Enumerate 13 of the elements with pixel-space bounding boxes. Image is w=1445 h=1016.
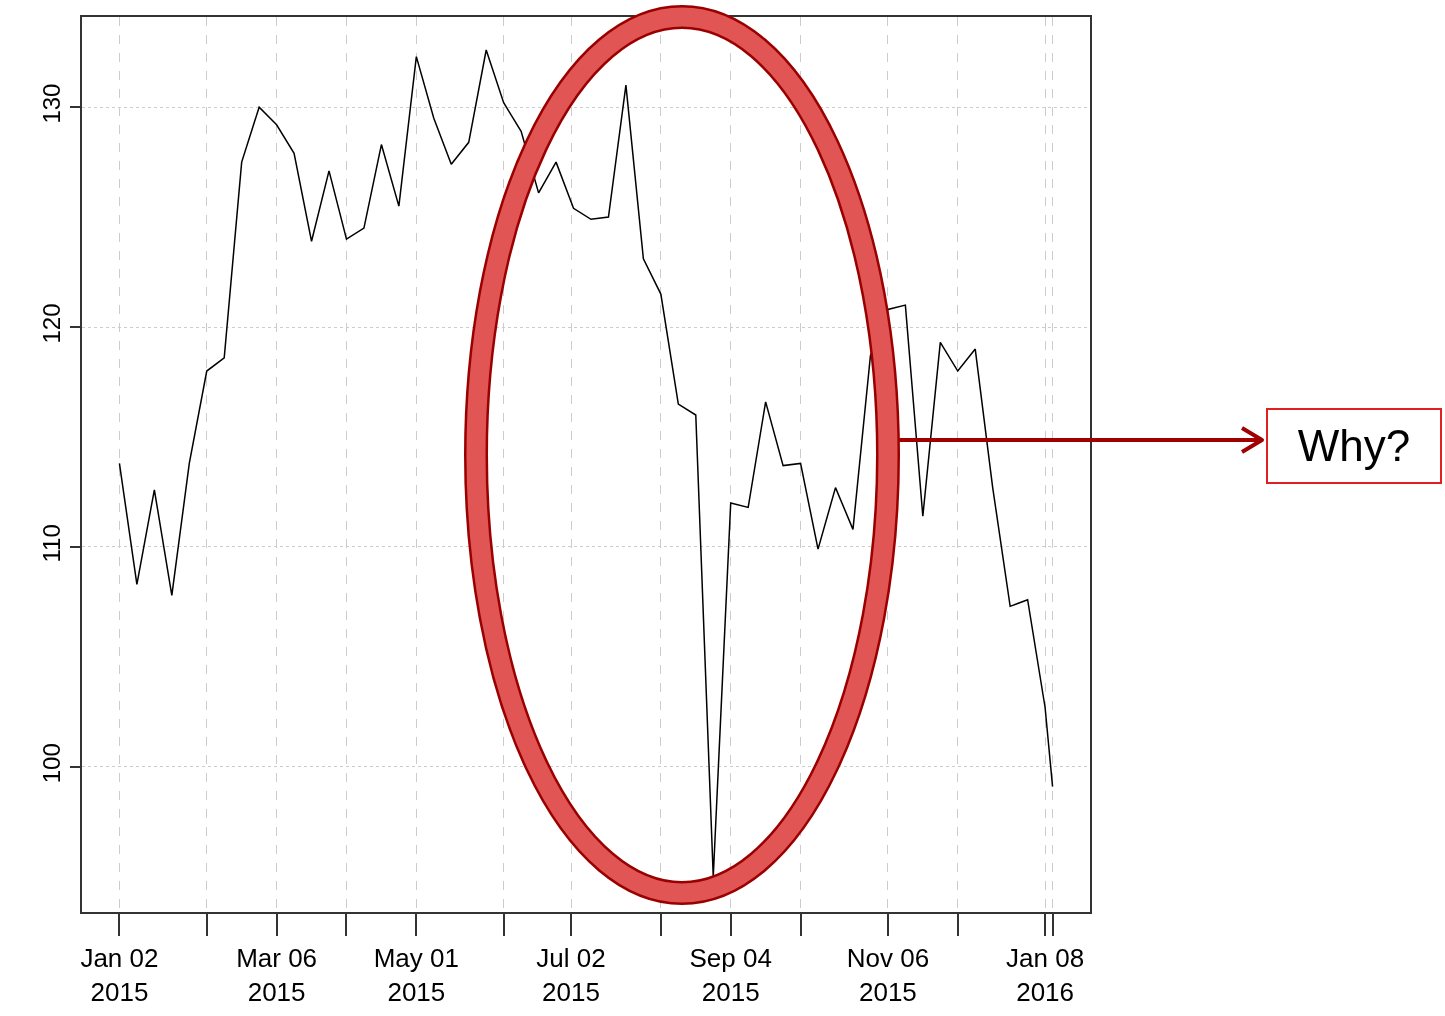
y-tick-label: 130 [38,83,66,124]
y-tick-label: 110 [38,524,66,563]
x-tick-label: Sep 04 2015 [689,943,772,1007]
x-tick-label: Jan 02 2015 [80,943,159,1007]
y-tick-label: 120 [38,303,66,344]
x-tick-label: Jul 02 2015 [536,943,606,1007]
y-tick-label: 100 [38,743,66,784]
x-tick-label: May 01 2015 [373,943,459,1007]
line-series [118,49,1054,878]
x-tick-label: Jan 08 2016 [1006,943,1085,1007]
text: Why? [1266,408,1442,484]
x-tick-label: Nov 06 2015 [846,943,930,1007]
x-tick-label: Mar 06 2015 [236,943,318,1007]
